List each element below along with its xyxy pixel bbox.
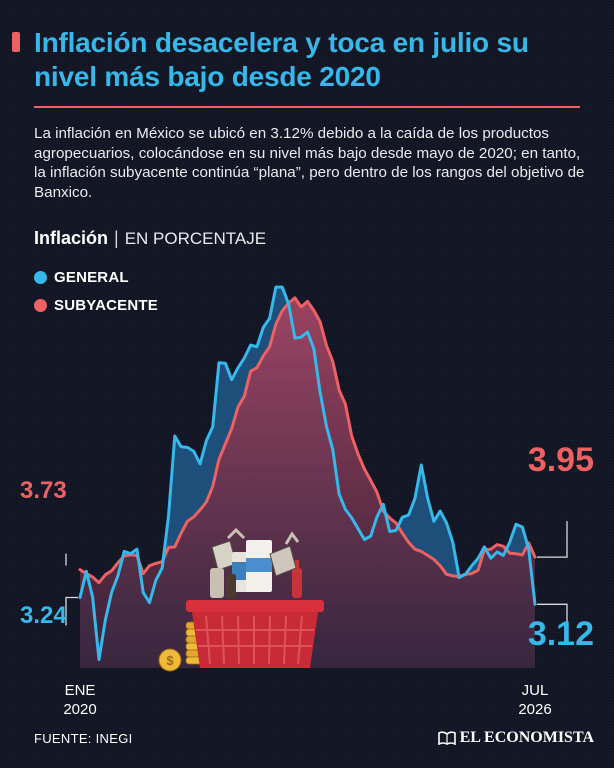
area-fills (80, 287, 535, 668)
chart-description: La inflación en México se ubicó en 3.12%… (34, 125, 585, 201)
series-lines (78, 285, 537, 661)
brand-logo: EL ECONOMISTA (437, 729, 594, 747)
grocery-items-icon (210, 527, 302, 598)
callout-general-start-text: 3.24 (20, 602, 67, 629)
basket-illustration: $ (158, 527, 324, 672)
chart-heading-separator: | (114, 228, 119, 248)
coin-icon: $ (158, 648, 182, 672)
brand-book-icon (437, 731, 456, 745)
brand-name: EL ECONOMISTA (459, 729, 594, 746)
x-axis-start-label: ENE 2020 (63, 682, 96, 718)
chart-heading-unit: EN PORCENTAJE (124, 229, 267, 248)
legend-swatch-subyacente (34, 298, 47, 312)
callout-general-start: 3.24 (20, 596, 78, 629)
callout-general-end-text: 3.12 (528, 615, 594, 653)
legend-label-subyacente: SUBYACENTE (54, 296, 158, 314)
callout-subyacente-end-text: 3.95 (528, 441, 594, 479)
title-accent-bar (12, 32, 20, 52)
legend-label-general: GENERAL (54, 268, 129, 286)
chart-heading: Inflación | EN PORCENTAJE (34, 228, 266, 249)
x-axis-labels: ENE 2020 JUL 2026 (63, 682, 551, 718)
chart-heading-name: Inflación (34, 228, 109, 248)
svg-text:$: $ (166, 653, 174, 668)
title-divider (34, 106, 580, 108)
chart-title: Inflación desacelera y toca en julio su … (34, 27, 529, 92)
chart-legend: GENERAL SUBYACENTE (34, 263, 158, 319)
subyacente-area (80, 297, 535, 668)
source-note: FUENTE: INEGI (34, 731, 133, 746)
callout-subyacente-start: 3.73 (20, 477, 67, 566)
callout-general-end: 3.12 (528, 603, 594, 653)
basket-icon (186, 600, 324, 668)
legend-item-general: GENERAL (34, 263, 158, 291)
general-line (78, 285, 537, 661)
callout-subyacente-end: 3.95 (528, 441, 594, 558)
x-axis-end-label: JUL 2026 (518, 682, 551, 718)
callout-subyacente-start-text: 3.73 (20, 477, 67, 504)
legend-item-subyacente: SUBYACENTE (34, 291, 158, 319)
value-callouts: 3.73 3.24 3.95 3.12 (20, 441, 594, 653)
legend-swatch-general (34, 270, 47, 284)
